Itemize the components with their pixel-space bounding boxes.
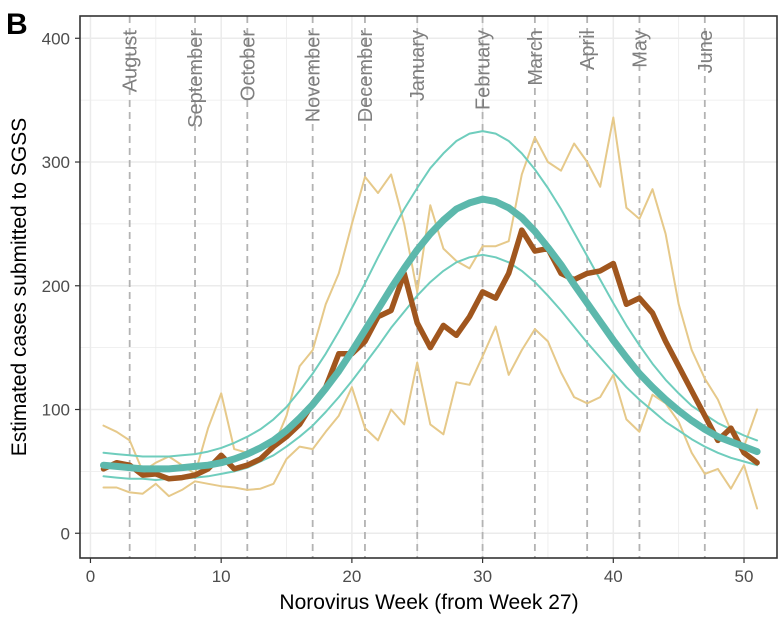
series-line-fitted-upper bbox=[102, 130, 759, 458]
series-line-fitted-lower bbox=[102, 253, 759, 481]
month-label: January bbox=[407, 30, 429, 101]
month-label: March bbox=[525, 30, 547, 86]
x-tick-labels: 0 10 20 30 40 50 bbox=[86, 558, 754, 586]
month-label: May bbox=[629, 30, 651, 68]
y-tick-label: 300 bbox=[42, 153, 70, 172]
x-tick-label: 50 bbox=[735, 567, 754, 586]
y-tick-label: 400 bbox=[42, 29, 70, 48]
month-label: August bbox=[120, 30, 142, 93]
y-tick-label: 100 bbox=[42, 401, 70, 420]
series-line-observed-upper bbox=[102, 116, 759, 475]
month-label: October bbox=[237, 30, 259, 101]
month-label: November bbox=[303, 30, 325, 123]
plot-panel: August September October November December Ja… bbox=[79, 15, 778, 559]
x-axis-title: Norovirus Week (from Week 27) bbox=[279, 591, 578, 614]
x-tick-label: 40 bbox=[604, 567, 623, 586]
series-line-observed bbox=[100, 227, 760, 482]
x-tick-label: 0 bbox=[86, 567, 95, 586]
month-label: April bbox=[577, 30, 599, 70]
month-label: December bbox=[355, 30, 377, 123]
y-tick-labels: 0 100 200 300 400 bbox=[42, 29, 80, 543]
series-line-fitted bbox=[100, 195, 761, 473]
y-tick-label: 0 bbox=[61, 524, 70, 543]
panel-label: B bbox=[6, 8, 28, 41]
plot-border bbox=[79, 15, 778, 559]
month-label: February bbox=[473, 30, 495, 110]
x-tick-label: 30 bbox=[473, 567, 492, 586]
x-tick-label: 20 bbox=[342, 567, 361, 586]
y-tick-label: 200 bbox=[42, 277, 70, 296]
x-tick-label: 10 bbox=[212, 567, 231, 586]
month-label: June bbox=[695, 30, 717, 73]
month-label: September bbox=[185, 30, 207, 128]
y-axis-title: Estimated cases submitted to SGSS bbox=[8, 118, 31, 456]
